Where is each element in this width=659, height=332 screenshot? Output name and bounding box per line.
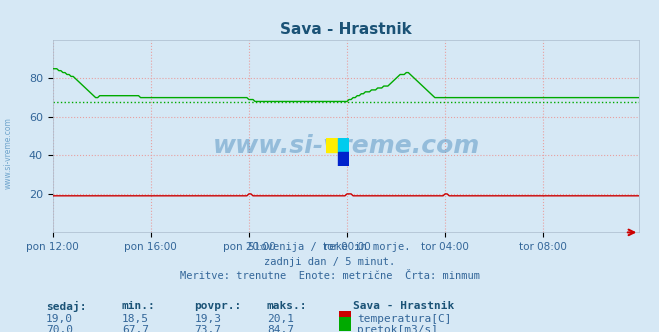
Text: 67,7: 67,7 bbox=[122, 325, 149, 332]
Text: 20,1: 20,1 bbox=[267, 314, 294, 324]
Text: 84,7: 84,7 bbox=[267, 325, 294, 332]
Text: temperatura[C]: temperatura[C] bbox=[357, 314, 451, 324]
Text: www.si-vreme.com: www.si-vreme.com bbox=[212, 134, 480, 158]
Bar bbox=[338, 138, 349, 152]
Text: Sava - Hrastnik: Sava - Hrastnik bbox=[353, 301, 454, 311]
Text: Meritve: trenutne  Enote: metrične  Črta: minmum: Meritve: trenutne Enote: metrične Črta: … bbox=[179, 271, 480, 281]
Text: 19,3: 19,3 bbox=[194, 314, 221, 324]
Text: 19,0: 19,0 bbox=[46, 314, 73, 324]
Title: Sava - Hrastnik: Sava - Hrastnik bbox=[280, 22, 412, 37]
Bar bbox=[326, 138, 338, 152]
Text: 73,7: 73,7 bbox=[194, 325, 221, 332]
Text: povpr.:: povpr.: bbox=[194, 301, 242, 311]
Text: min.:: min.: bbox=[122, 301, 156, 311]
Text: maks.:: maks.: bbox=[267, 301, 307, 311]
Text: zadnji dan / 5 minut.: zadnji dan / 5 minut. bbox=[264, 257, 395, 267]
Text: sedaj:: sedaj: bbox=[46, 301, 86, 312]
Text: www.si-vreme.com: www.si-vreme.com bbox=[3, 117, 13, 189]
Text: 18,5: 18,5 bbox=[122, 314, 149, 324]
Text: 70,0: 70,0 bbox=[46, 325, 73, 332]
Bar bbox=[338, 152, 349, 166]
Text: pretok[m3/s]: pretok[m3/s] bbox=[357, 325, 438, 332]
Text: Slovenija / reke in morje.: Slovenija / reke in morje. bbox=[248, 242, 411, 252]
